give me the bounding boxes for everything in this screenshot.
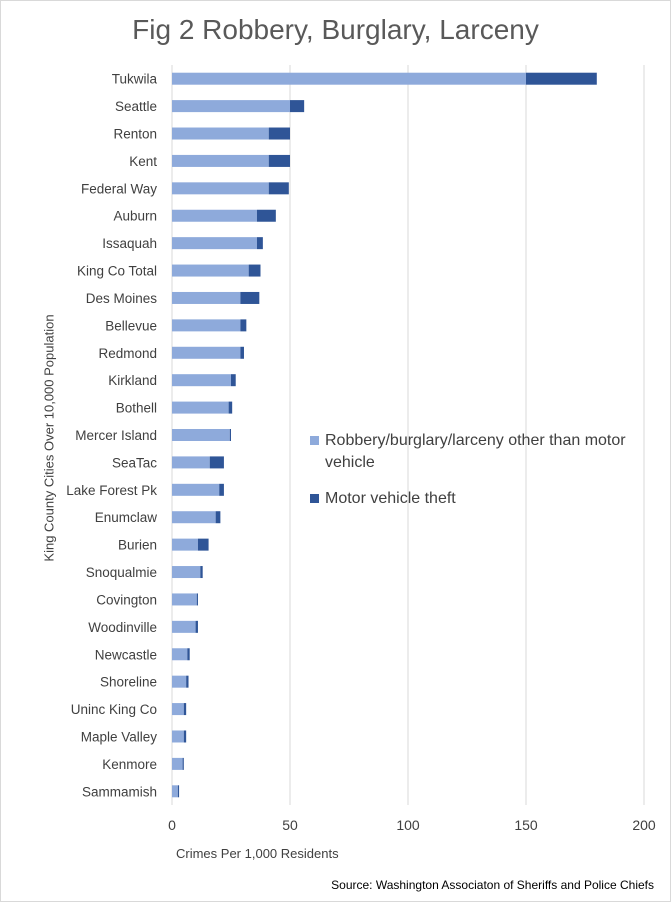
bar-robbery-burglary-larceny xyxy=(172,291,241,304)
legend-swatch-series-1 xyxy=(310,436,319,445)
bar-robbery-burglary-larceny xyxy=(172,319,241,332)
category-label: Des Moines xyxy=(86,291,158,306)
bar-robbery-burglary-larceny xyxy=(172,566,201,579)
category-label: Covington xyxy=(96,592,157,607)
category-label: Burien xyxy=(118,538,157,553)
bar-robbery-burglary-larceny xyxy=(172,346,241,359)
x-tick-label-150: 150 xyxy=(514,817,538,833)
bar-motor-vehicle-theft xyxy=(183,730,187,743)
bar-robbery-burglary-larceny xyxy=(172,511,216,524)
bar-motor-vehicle-theft xyxy=(229,429,231,441)
bar-motor-vehicle-theft xyxy=(268,154,290,167)
bar-robbery-burglary-larceny xyxy=(172,538,198,551)
bar-motor-vehicle-theft xyxy=(209,456,224,469)
legend-swatch-series-2 xyxy=(310,494,319,503)
category-label: Renton xyxy=(113,127,157,142)
bar-robbery-burglary-larceny xyxy=(172,237,257,250)
legend-label-series-1: Robbery/burglary/larceny other than moto… xyxy=(325,432,626,471)
bar-motor-vehicle-theft xyxy=(186,675,189,688)
bar-motor-vehicle-theft xyxy=(240,346,244,359)
category-label: Shoreline xyxy=(100,675,157,690)
category-label: Mercer Island xyxy=(75,428,157,443)
bar-motor-vehicle-theft xyxy=(228,401,233,414)
category-label: Enumclaw xyxy=(95,510,158,525)
category-label: Kirkland xyxy=(108,373,157,388)
category-label: Lake Forest Pk xyxy=(66,483,157,498)
x-tick-label-0: 0 xyxy=(168,817,176,833)
bar-motor-vehicle-theft xyxy=(256,209,276,222)
bar-robbery-burglary-larceny xyxy=(172,593,197,606)
legend-item-series-1: Robbery/burglary/larceny other than moto… xyxy=(310,430,630,474)
category-label: Issaquah xyxy=(102,236,157,251)
x-tick-label-50: 50 xyxy=(282,817,298,833)
bar-robbery-burglary-larceny xyxy=(172,620,196,633)
bar-robbery-burglary-larceny xyxy=(172,127,269,140)
category-label: Redmond xyxy=(98,346,157,361)
category-label: Kent xyxy=(129,154,157,169)
bar-motor-vehicle-theft xyxy=(248,264,261,277)
bar-robbery-burglary-larceny xyxy=(172,429,230,441)
category-label: Federal Way xyxy=(81,181,157,196)
bar-robbery-burglary-larceny xyxy=(172,675,187,688)
category-label: SeaTac xyxy=(112,455,157,470)
bar-robbery-burglary-larceny xyxy=(172,785,178,798)
bar-motor-vehicle-theft xyxy=(215,511,221,524)
bar-robbery-burglary-larceny xyxy=(172,182,269,195)
bar-robbery-burglary-larceny xyxy=(172,100,290,113)
category-label: Maple Valley xyxy=(81,729,158,744)
bar-robbery-burglary-larceny xyxy=(172,264,249,277)
category-label: Uninc King Co xyxy=(71,702,157,717)
bar-robbery-burglary-larceny xyxy=(172,730,184,743)
legend: Robbery/burglary/larceny other than moto… xyxy=(310,430,630,524)
category-label: Auburn xyxy=(113,209,157,224)
bar-motor-vehicle-theft xyxy=(240,319,247,332)
bar-motor-vehicle-theft xyxy=(183,703,187,716)
bar-robbery-burglary-larceny xyxy=(172,703,184,716)
x-tick-label-100: 100 xyxy=(396,817,420,833)
bar-robbery-burglary-larceny xyxy=(172,154,269,167)
bar-motor-vehicle-theft xyxy=(187,648,190,661)
category-label: Kenmore xyxy=(102,757,157,772)
category-label: Seattle xyxy=(115,99,157,114)
category-label: Newcastle xyxy=(95,647,157,662)
bar-motor-vehicle-theft xyxy=(240,291,260,304)
category-label: Tukwila xyxy=(112,72,158,87)
bar-motor-vehicle-theft xyxy=(177,785,180,798)
bar-motor-vehicle-theft xyxy=(290,100,305,113)
bar-robbery-burglary-larceny xyxy=(172,72,526,85)
bar-motor-vehicle-theft xyxy=(231,374,236,387)
bar-motor-vehicle-theft xyxy=(200,566,203,579)
bar-motor-vehicle-theft xyxy=(268,182,289,195)
y-axis-label: King County Cities Over 10,000 Populatio… xyxy=(41,314,57,562)
category-label: Woodinville xyxy=(88,620,157,635)
bar-motor-vehicle-theft xyxy=(268,127,290,140)
bar-motor-vehicle-theft xyxy=(182,757,184,770)
bar-motor-vehicle-theft xyxy=(197,538,209,551)
bar-motor-vehicle-theft xyxy=(256,237,263,250)
bar-robbery-burglary-larceny xyxy=(172,483,220,496)
bar-robbery-burglary-larceny xyxy=(172,456,210,469)
bar-robbery-burglary-larceny xyxy=(172,209,257,222)
x-tick-label-200: 200 xyxy=(632,817,656,833)
chart-title: Fig 2 Robbery, Burglary, Larceny xyxy=(132,14,539,45)
bar-robbery-burglary-larceny xyxy=(172,401,229,414)
x-axis-label: Crimes Per 1,000 Residents xyxy=(176,846,339,861)
legend-label-series-2: Motor vehicle theft xyxy=(325,490,456,507)
bar-motor-vehicle-theft xyxy=(526,72,597,85)
bar-motor-vehicle-theft xyxy=(195,620,198,633)
category-label: King Co Total xyxy=(77,264,157,279)
category-label: Bellevue xyxy=(105,318,157,333)
source-note: Source: Washington Associaton of Sheriff… xyxy=(331,878,654,892)
category-label: Bothell xyxy=(116,401,157,416)
legend-item-series-2: Motor vehicle theft xyxy=(310,488,630,510)
bar-motor-vehicle-theft xyxy=(196,593,198,606)
bar-robbery-burglary-larceny xyxy=(172,648,188,661)
bar-robbery-burglary-larceny xyxy=(172,374,231,387)
bar-robbery-burglary-larceny xyxy=(172,757,183,770)
category-label: Sammamish xyxy=(82,784,157,799)
category-label: Snoqualmie xyxy=(86,565,157,580)
bar-motor-vehicle-theft xyxy=(219,483,224,496)
